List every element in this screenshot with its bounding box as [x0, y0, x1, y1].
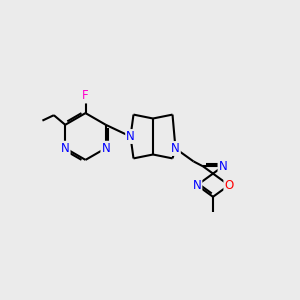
Text: N: N	[101, 142, 110, 155]
Text: N: N	[171, 142, 180, 155]
Text: O: O	[224, 179, 234, 192]
Text: N: N	[218, 160, 227, 173]
Text: N: N	[193, 179, 201, 192]
Text: F: F	[82, 89, 89, 103]
Text: N: N	[61, 142, 70, 155]
Text: N: N	[126, 130, 135, 143]
